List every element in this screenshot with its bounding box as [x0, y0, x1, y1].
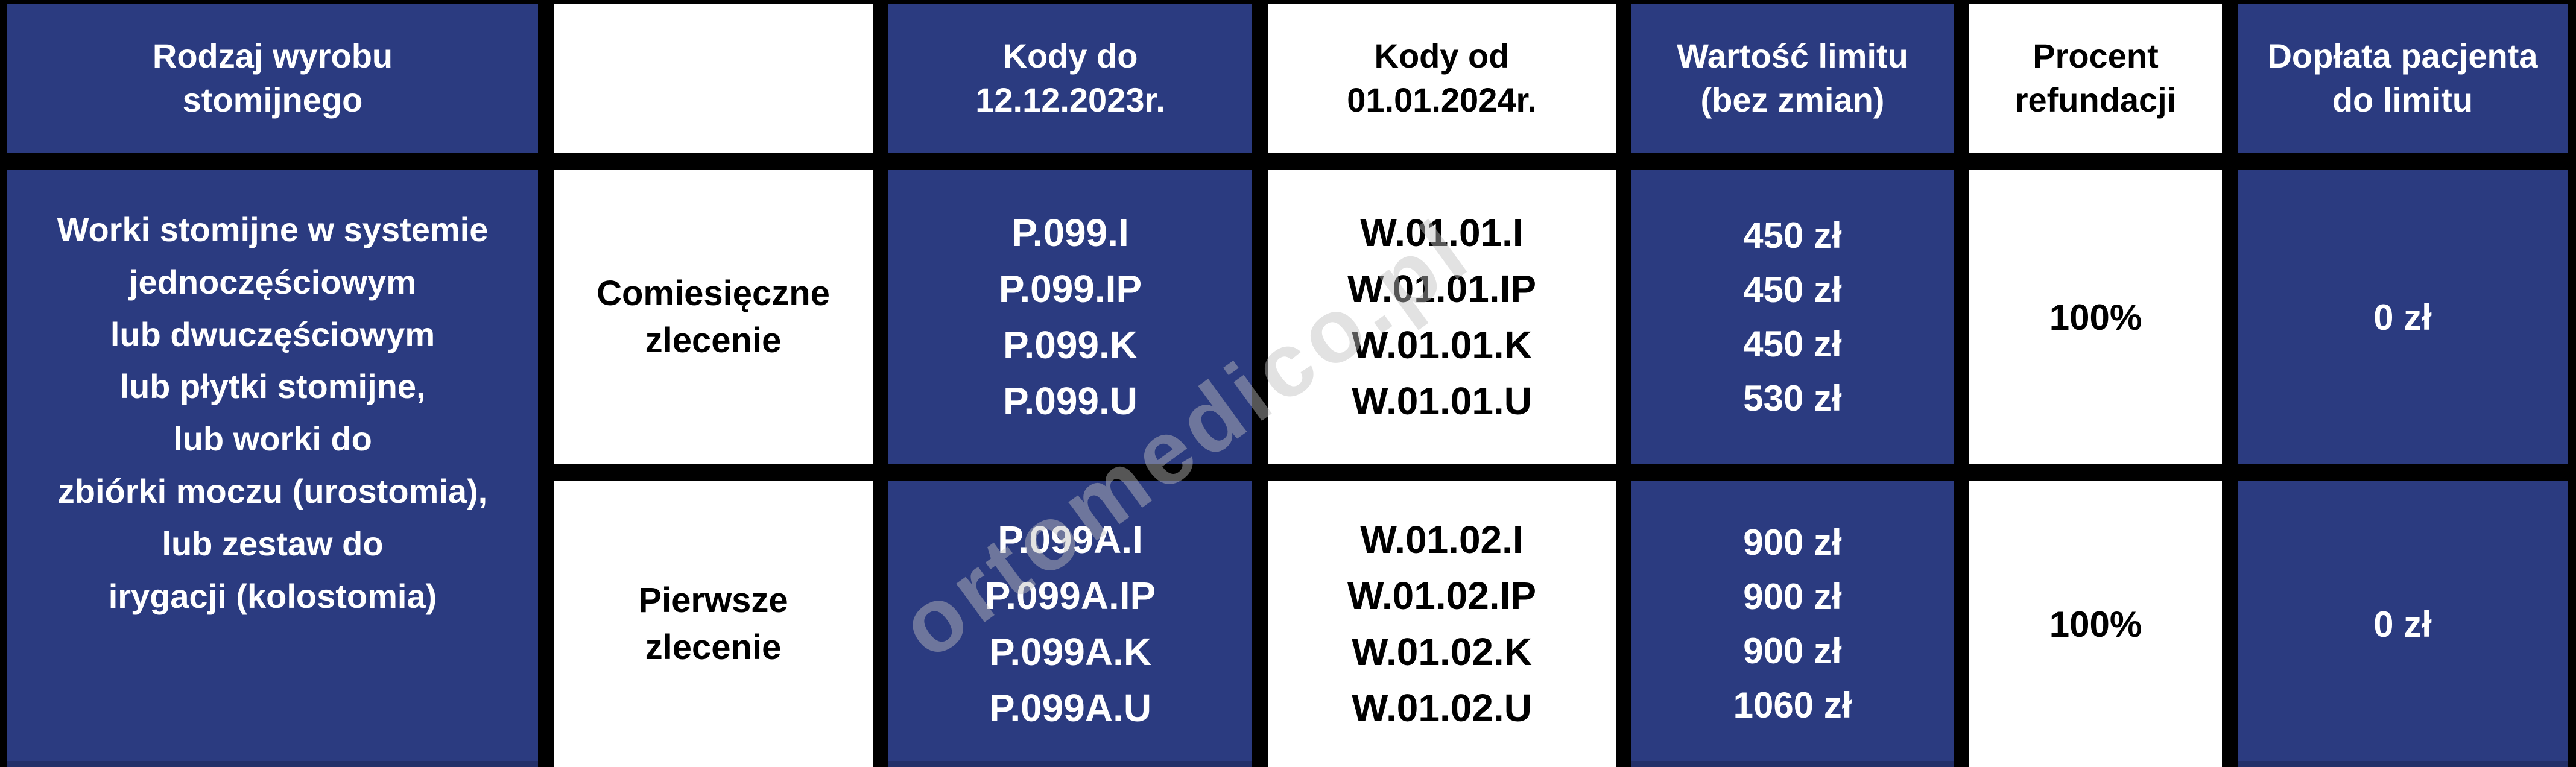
header-codes-from: Kody od 01.01.2024r. [1268, 4, 1616, 153]
header-order-type-empty [554, 4, 873, 153]
cell-row1-order-type: Comiesięczne zlecenie [554, 170, 873, 464]
cell-row2-codes-from: W.01.02.I W.01.02.IP W.01.02.K W.01.02.U [1268, 481, 1616, 767]
cell-row1-codes-from: W.01.01.I W.01.01.IP W.01.01.K W.01.01.U [1268, 170, 1616, 464]
cell-row2-order-type: Pierwsze zlecenie [554, 481, 873, 767]
header-refund-percent: Procent refundacji [1969, 4, 2222, 153]
header-product-type: Rodzaj wyrobu stomijnego [7, 4, 538, 153]
header-codes-until: Kody do 12.12.2023r. [888, 4, 1252, 153]
cell-row1-codes-until: P.099.I P.099.IP P.099.K P.099.U [888, 170, 1252, 464]
cell-row2-refund-percent: 100% [1969, 481, 2222, 767]
cell-product-name: Worki stomijne w systemie jednoczęściowy… [7, 170, 538, 767]
cell-row1-refund-percent: 100% [1969, 170, 2222, 464]
cell-row2-patient-copay: 0 zł [2238, 481, 2568, 767]
cell-row2-limit-value: 900 zł 900 zł 900 zł 1060 zł [1631, 481, 1954, 767]
header-limit-value: Wartość limitu (bez zmian) [1631, 4, 1954, 153]
cell-row1-patient-copay: 0 zł [2238, 170, 2568, 464]
cell-row1-limit-value: 450 zł 450 zł 450 zł 530 zł [1631, 170, 1954, 464]
cell-row2-codes-until: P.099A.I P.099A.IP P.099A.K P.099A.U [888, 481, 1252, 767]
header-patient-copay: Dopłata pacjenta do limitu [2238, 4, 2568, 153]
